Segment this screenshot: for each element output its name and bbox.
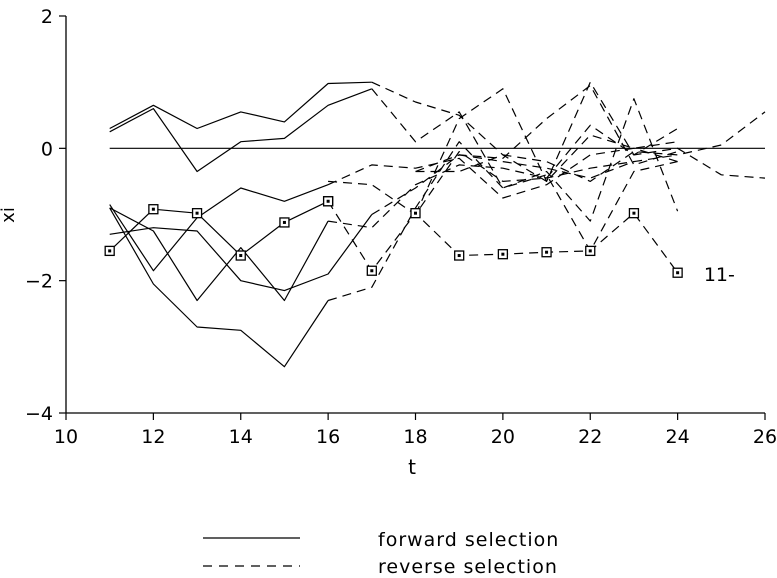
series-17-point-dot — [195, 211, 199, 215]
series-line-13 — [109, 214, 373, 292]
legend-label-forward: forward selection — [378, 529, 559, 551]
x-tick-label: 10 — [54, 426, 78, 448]
series-18-point-dot — [414, 211, 417, 215]
legend: forward selection reverse selection — [203, 529, 559, 578]
series-layer — [104, 81, 766, 368]
series-line-10 — [327, 147, 678, 199]
x-tick-label: 16 — [316, 426, 340, 448]
series-line-4 — [371, 88, 679, 222]
series-17-point-dot — [151, 207, 155, 211]
series-line-8 — [415, 111, 766, 182]
x-tick-label: 24 — [666, 426, 690, 448]
series-18-point-dot — [370, 269, 374, 273]
x-axis-label: t — [408, 455, 416, 479]
series-line-7 — [328, 124, 766, 216]
series-18-point-dot — [326, 199, 330, 203]
series-18-point-dot — [632, 211, 636, 215]
y-tick-label: 2 — [41, 6, 53, 28]
series-line-15 — [109, 207, 329, 368]
x-tick-label: 20 — [491, 426, 515, 448]
annotation-label: 11- — [704, 264, 735, 286]
x-tick-label: 26 — [753, 426, 777, 448]
series-18-point-dot — [457, 254, 461, 258]
series-18-point-dot — [676, 271, 680, 275]
series-line-18 — [327, 200, 679, 274]
legend-label-reverse: reverse selection — [378, 556, 558, 578]
series-18-point-dot — [501, 252, 505, 256]
series-17-point-dot — [239, 254, 243, 258]
series-18-point-dot — [545, 250, 549, 254]
series-line-16 — [327, 141, 678, 302]
x-tick-label: 22 — [578, 426, 602, 448]
x-tick-label: 14 — [229, 426, 253, 448]
series-line-17 — [109, 200, 329, 257]
y-tick-label: 0 — [41, 138, 53, 160]
series-line-9 — [109, 184, 329, 272]
series-17-point-dot — [282, 220, 286, 224]
series-line-14 — [371, 154, 678, 216]
series-17-point-dot — [108, 249, 112, 253]
x-tick-label: 12 — [141, 426, 165, 448]
y-axis-label: xi — [0, 207, 19, 223]
series-18-point-dot — [588, 249, 592, 253]
series-line-2 — [371, 81, 678, 182]
series-line-3 — [109, 88, 373, 173]
annotation-layer: 11- — [704, 264, 735, 286]
y-tick-label: −2 — [25, 271, 53, 293]
y-tick-label: −4 — [25, 403, 53, 425]
x-tick-label: 18 — [403, 426, 427, 448]
series-line-1 — [109, 81, 372, 130]
